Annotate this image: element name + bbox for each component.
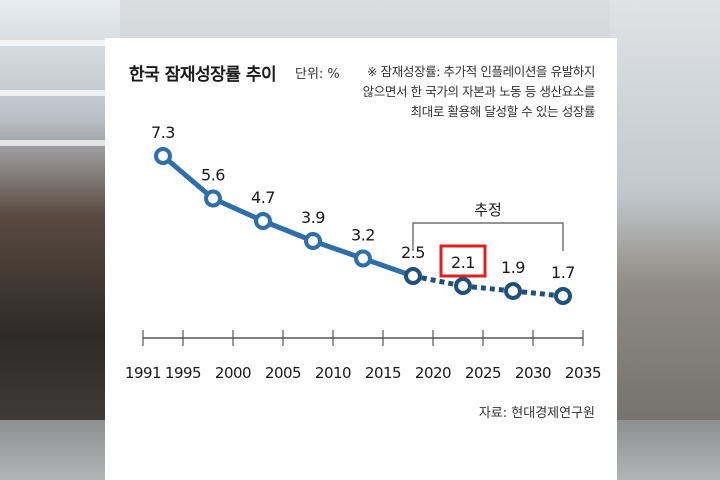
background-left bbox=[0, 0, 120, 480]
data-label-1.9: 1.9 bbox=[501, 258, 525, 277]
x-tick-label-1991: 1991 bbox=[125, 364, 161, 382]
data-point-3.9 bbox=[304, 232, 322, 250]
estimate-bracket-label: 추정 bbox=[474, 201, 502, 219]
line-chart: 1991 1995 2000 2005 2010 2015 2020 2025 2030 2035… bbox=[125, 123, 602, 382]
data-label-4.7: 4.7 bbox=[251, 188, 275, 207]
data-point-3.2 bbox=[354, 249, 372, 268]
data-point-2.1 bbox=[454, 277, 472, 295]
x-tick-label-2005: 2005 bbox=[265, 364, 301, 382]
chart-card: 한국 잠재성장률 추이 단위: % ※ 잠재성장률: 추가적 인플레이션을 유발… bbox=[105, 38, 617, 480]
highlight-box bbox=[439, 244, 487, 278]
x-tick-label-1995: 1995 bbox=[165, 364, 201, 382]
data-label-7.3: 7.3 bbox=[151, 123, 175, 142]
x-tick-label-2000: 2000 bbox=[215, 364, 251, 382]
data-label-1.7: 1.7 bbox=[551, 263, 575, 282]
data-label-3.2: 3.2 bbox=[351, 226, 375, 245]
data-point-1.7 bbox=[554, 287, 572, 305]
data-label-5.6: 5.6 bbox=[201, 166, 225, 185]
x-tick-label-2025: 2025 bbox=[465, 364, 501, 382]
data-point-2.5 bbox=[404, 267, 422, 285]
x-tick-label-2030: 2030 bbox=[515, 364, 551, 382]
chart-title: 한국 잠재성장률 추이 bbox=[129, 65, 277, 85]
series-segment-1 bbox=[211, 196, 265, 224]
chart-unit: 단위: % bbox=[295, 67, 340, 82]
x-tick-label-2015: 2015 bbox=[365, 364, 401, 382]
data-point-4.7 bbox=[254, 212, 272, 230]
estimate-bracket bbox=[412, 222, 564, 251]
data-point-7.3 bbox=[154, 147, 172, 165]
x-tick-label-2035: 2035 bbox=[565, 364, 601, 382]
data-label-2.5: 2.5 bbox=[401, 243, 425, 262]
chart-note: ※ 잠재성장률: 추가적 인플레이션을 유발하지 않으면서 한 국가의 자본과 … bbox=[362, 64, 596, 119]
data-point-1.9 bbox=[504, 282, 522, 300]
x-tick-label-2020: 2020 bbox=[415, 364, 451, 382]
data-point-5.6 bbox=[204, 189, 222, 208]
x-tick-label-2010: 2010 bbox=[315, 364, 351, 382]
background-right bbox=[610, 0, 720, 480]
data-label-2.1: 2.1 bbox=[451, 253, 475, 272]
data-label-3.9: 3.9 bbox=[301, 208, 325, 227]
series-segment-0 bbox=[161, 154, 215, 201]
chart-source: 자료: 현대경제연구원 bbox=[478, 406, 595, 421]
